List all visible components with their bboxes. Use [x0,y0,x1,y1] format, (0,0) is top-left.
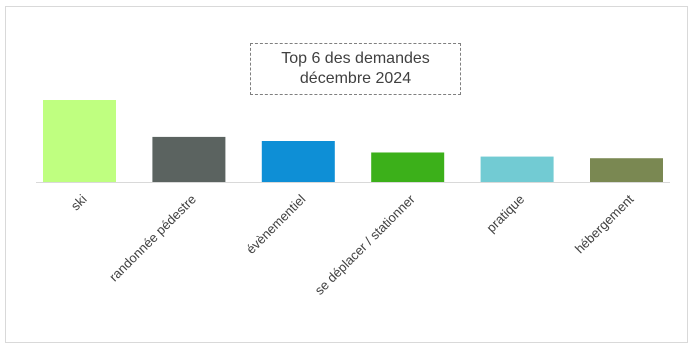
bar-1 [43,100,116,182]
x-tick-label-1: ski [68,191,90,213]
bar-3 [261,141,335,182]
bar-2 [152,136,226,182]
x-tick-label-4: se déplacer / stationner [312,191,419,298]
chart-frame [5,6,688,343]
bar-4 [371,152,445,182]
chart-title: Top 6 des demandes décembre 2024 [250,43,461,95]
chart-title-line2: décembre 2024 [299,70,412,87]
chart-title-line1: Top 6 des demandes [281,50,430,67]
x-tick-label-6: hébergement [572,191,637,256]
x-tick-label-5: pratique [483,192,527,236]
x-tick-label-3: évènementiel [243,191,308,256]
x-tick-label-2: randonnée pédestre [106,192,199,285]
bar-6 [590,158,663,182]
bar-5 [480,156,554,182]
